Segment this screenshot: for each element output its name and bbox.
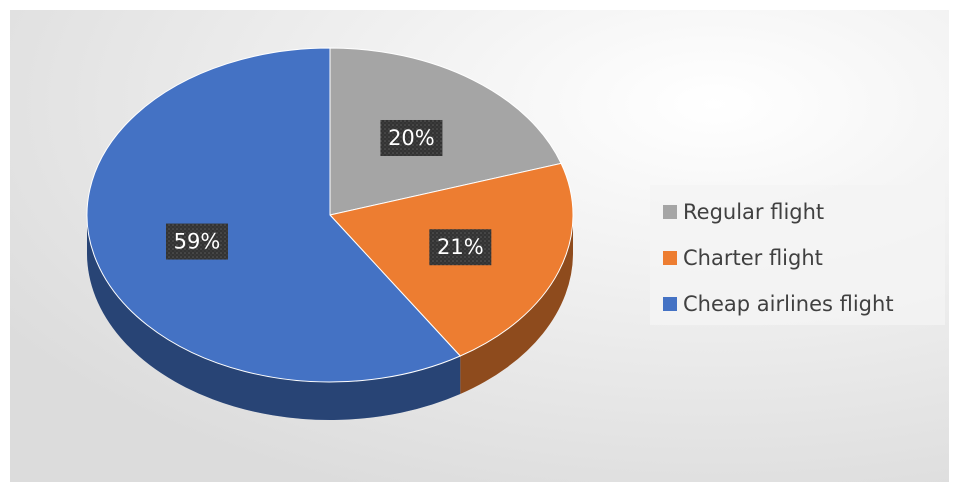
slice-side bbox=[460, 215, 573, 394]
data-label-box bbox=[380, 119, 443, 156]
legend-swatch bbox=[663, 251, 677, 265]
legend-label: Charter flight bbox=[683, 246, 823, 270]
slice bbox=[329, 47, 562, 216]
legend-box bbox=[650, 185, 945, 325]
data-label: 20% bbox=[388, 126, 435, 150]
slice bbox=[86, 47, 462, 383]
legend-label: Regular flight bbox=[683, 200, 824, 224]
data-label-box bbox=[429, 229, 492, 266]
slice-side-shade bbox=[87, 215, 461, 420]
slice-side bbox=[87, 215, 461, 420]
data-label: 59% bbox=[174, 230, 221, 254]
slice-side-shade bbox=[460, 215, 573, 394]
data-label-box bbox=[165, 223, 228, 260]
legend-swatch bbox=[663, 205, 677, 219]
legend-swatch bbox=[663, 297, 677, 311]
data-label: 21% bbox=[437, 235, 484, 259]
legend-label: Cheap airlines flight bbox=[683, 292, 894, 316]
